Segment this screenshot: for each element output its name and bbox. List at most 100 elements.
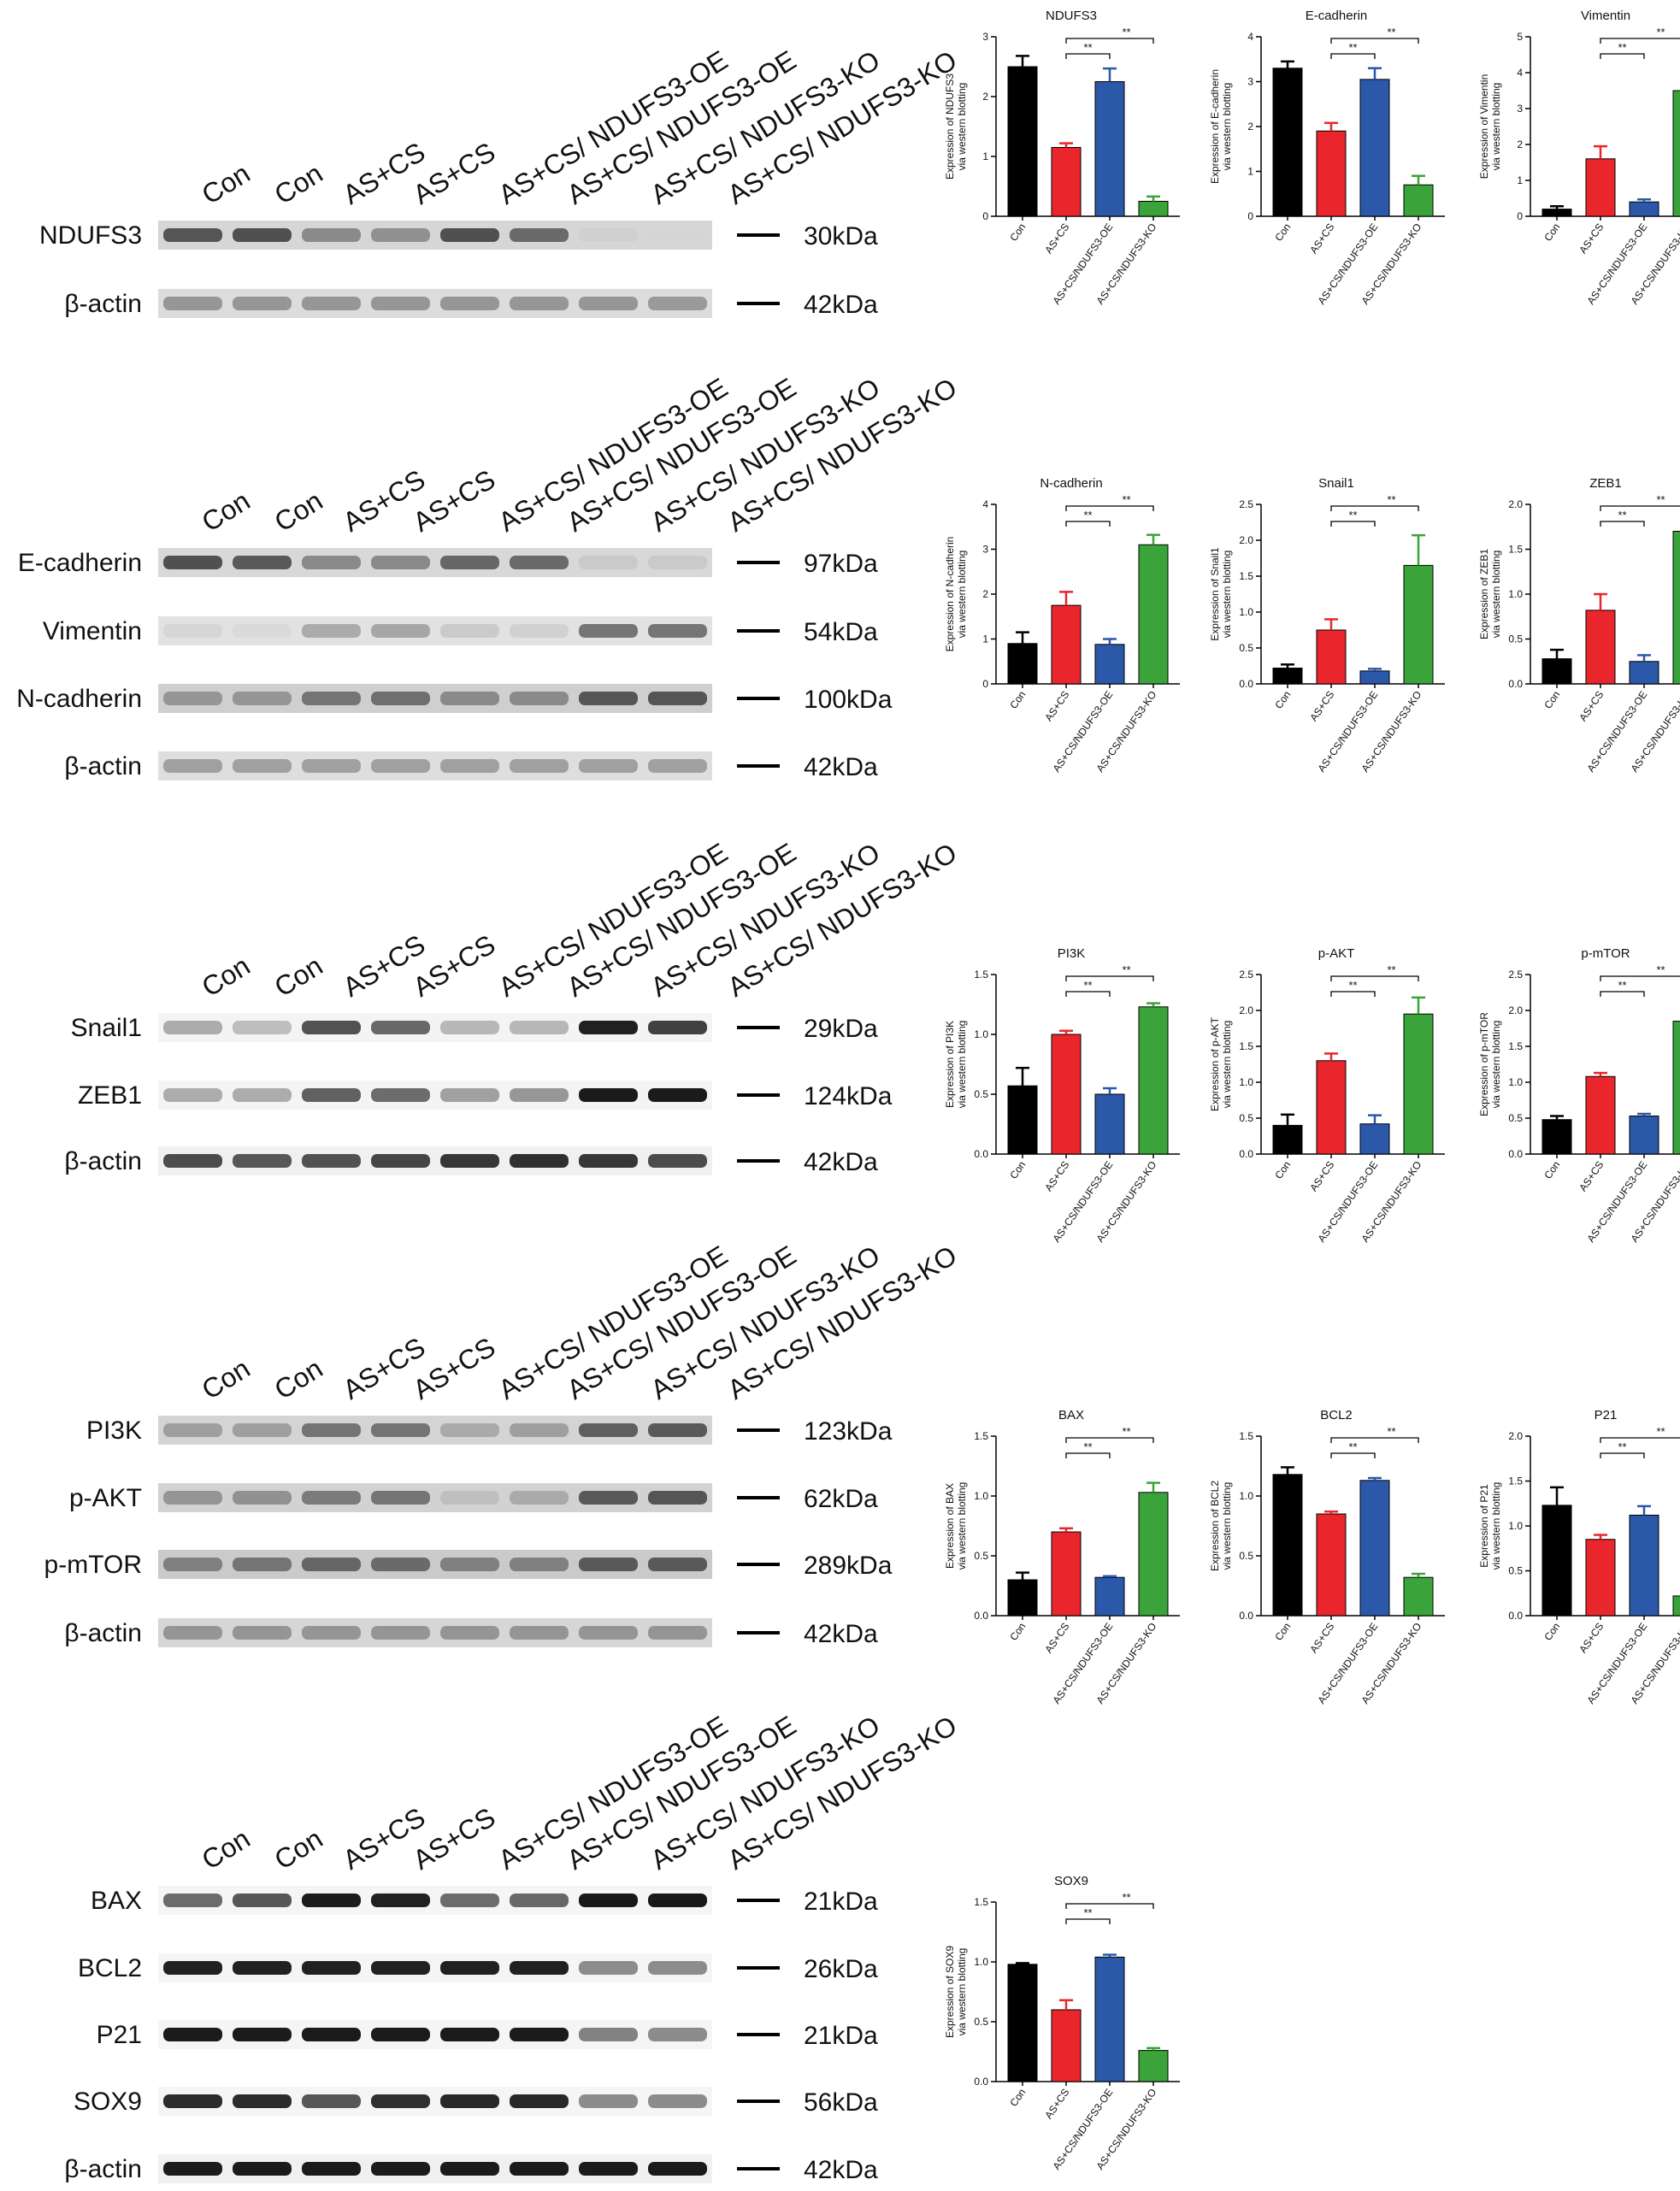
row-label: NDUFS3 bbox=[39, 221, 142, 250]
x-tick-label: AS+CS bbox=[1577, 1159, 1606, 1194]
blot-band bbox=[579, 1088, 638, 1102]
significance-bracket bbox=[1065, 505, 1154, 511]
row-label: SOX9 bbox=[74, 2088, 142, 2116]
y-tick-label: 0.5 bbox=[1239, 1112, 1253, 1124]
bar-chart: Snail1 0.0 0.5 1.0 1.5 2.0 2.5 Expression of Sn… bbox=[1209, 476, 1445, 775]
y-tick-label: 1.0 bbox=[1508, 1520, 1523, 1532]
significance-bracket bbox=[1600, 521, 1645, 527]
blot-band bbox=[579, 228, 638, 242]
significance-label: ** bbox=[1083, 509, 1092, 521]
y-axis-label: via western blotting bbox=[1490, 83, 1502, 171]
blot-band bbox=[233, 1088, 292, 1102]
blot-band bbox=[302, 624, 361, 638]
y-tick-label: 0.0 bbox=[974, 2076, 988, 2088]
blot-band bbox=[163, 1626, 222, 1640]
blot-band bbox=[163, 759, 222, 773]
blot-band bbox=[302, 297, 361, 310]
blot-band bbox=[233, 2028, 292, 2041]
blot-band bbox=[233, 2094, 292, 2108]
y-axis-label: Expression of PI3K bbox=[944, 1021, 956, 1108]
blot-band bbox=[371, 1423, 430, 1437]
blot-band bbox=[233, 1558, 292, 1571]
blot-band bbox=[510, 1961, 569, 1975]
blot-band bbox=[510, 1894, 569, 1907]
blot-band bbox=[302, 1626, 361, 1640]
blot-band bbox=[648, 759, 707, 773]
x-tick-label: Con bbox=[1272, 1159, 1293, 1181]
y-tick-label: 1 bbox=[982, 150, 988, 162]
blot-band bbox=[440, 1154, 499, 1168]
x-tick-label: AS+CS bbox=[1307, 221, 1336, 256]
y-tick-label: 0 bbox=[1247, 210, 1253, 222]
chart-title: p-AKT bbox=[1318, 946, 1355, 961]
y-tick-label: 4 bbox=[982, 498, 988, 510]
chart-title: ZEB1 bbox=[1589, 476, 1622, 491]
bar bbox=[1007, 1579, 1038, 1617]
significance-bracket bbox=[1330, 505, 1419, 511]
blot-band bbox=[579, 692, 638, 705]
chart-title: Vimentin bbox=[1581, 9, 1630, 23]
row-label: Snail1 bbox=[71, 1014, 142, 1042]
significance-label: ** bbox=[1083, 979, 1092, 992]
chart-title: PI3K bbox=[1058, 946, 1086, 961]
blot-band bbox=[648, 1491, 707, 1505]
blot-band bbox=[371, 297, 430, 310]
blot-band bbox=[440, 1961, 499, 1975]
blot-band bbox=[510, 1626, 569, 1640]
blot-band bbox=[163, 228, 222, 242]
y-tick-label: 0 bbox=[982, 210, 988, 222]
bar bbox=[1316, 1513, 1347, 1617]
significance-label: ** bbox=[1387, 963, 1395, 976]
bar-chart: ZEB1 0.0 0.5 1.0 1.5 2.0 Expression of ZEB1 via… bbox=[1478, 476, 1680, 775]
blot-band bbox=[510, 1423, 569, 1437]
blot-band bbox=[233, 759, 292, 773]
blot-band bbox=[302, 1423, 361, 1437]
bar bbox=[1094, 1956, 1125, 2082]
blot-band bbox=[163, 1088, 222, 1102]
blot-band bbox=[302, 1961, 361, 1975]
y-tick-label: 1.0 bbox=[1239, 1490, 1253, 1502]
bar bbox=[1094, 81, 1125, 217]
blot-band bbox=[579, 1558, 638, 1571]
blot-band bbox=[579, 1626, 638, 1640]
y-tick-label: 1.0 bbox=[974, 1028, 988, 1040]
y-tick-label: 1 bbox=[982, 633, 988, 645]
bar bbox=[1316, 1060, 1347, 1155]
blot-band bbox=[579, 1961, 638, 1975]
blot-band bbox=[163, 624, 222, 638]
y-tick-label: 0.0 bbox=[974, 1148, 988, 1160]
blot-band bbox=[440, 759, 499, 773]
row-label: β-actin bbox=[64, 1619, 142, 1647]
blot-band bbox=[302, 1558, 361, 1571]
significance-bracket bbox=[1600, 1437, 1680, 1443]
y-tick-label: 3 bbox=[1247, 76, 1253, 88]
blot-band bbox=[440, 1558, 499, 1571]
row-label: ZEB1 bbox=[78, 1081, 142, 1110]
x-tick-label: AS+CS bbox=[1577, 221, 1606, 256]
molecular-weight-label: 123kDa bbox=[804, 1417, 893, 1446]
significance-label: ** bbox=[1656, 1425, 1665, 1438]
bar bbox=[1138, 1492, 1169, 1617]
significance-bracket bbox=[1065, 1918, 1111, 1924]
blot-band bbox=[163, 1423, 222, 1437]
significance-label: ** bbox=[1348, 41, 1357, 54]
bar bbox=[1403, 564, 1434, 685]
bar bbox=[1672, 90, 1680, 217]
y-tick-label: 2.0 bbox=[1508, 1004, 1523, 1016]
bar-chart: p-AKT 0.0 0.5 1.0 1.5 2.0 2.5 Expression of p-A… bbox=[1209, 946, 1445, 1245]
blot-band bbox=[233, 1626, 292, 1640]
chart-title: BCL2 bbox=[1320, 1408, 1353, 1422]
blot-band bbox=[510, 1558, 569, 1571]
molecular-weight-label: 289kDa bbox=[804, 1552, 893, 1580]
blot-band bbox=[233, 297, 292, 310]
y-axis-label: via western blotting bbox=[1490, 551, 1502, 639]
bar-chart: BCL2 0.0 0.5 1.0 1.5 Expression of BCL2 via we… bbox=[1209, 1408, 1445, 1706]
bar bbox=[1541, 1505, 1572, 1617]
bar bbox=[1051, 2009, 1082, 2082]
molecular-weight-label: 21kDa bbox=[804, 2022, 878, 2050]
bar bbox=[1403, 184, 1434, 217]
x-tick-label: Con bbox=[1007, 1159, 1028, 1181]
